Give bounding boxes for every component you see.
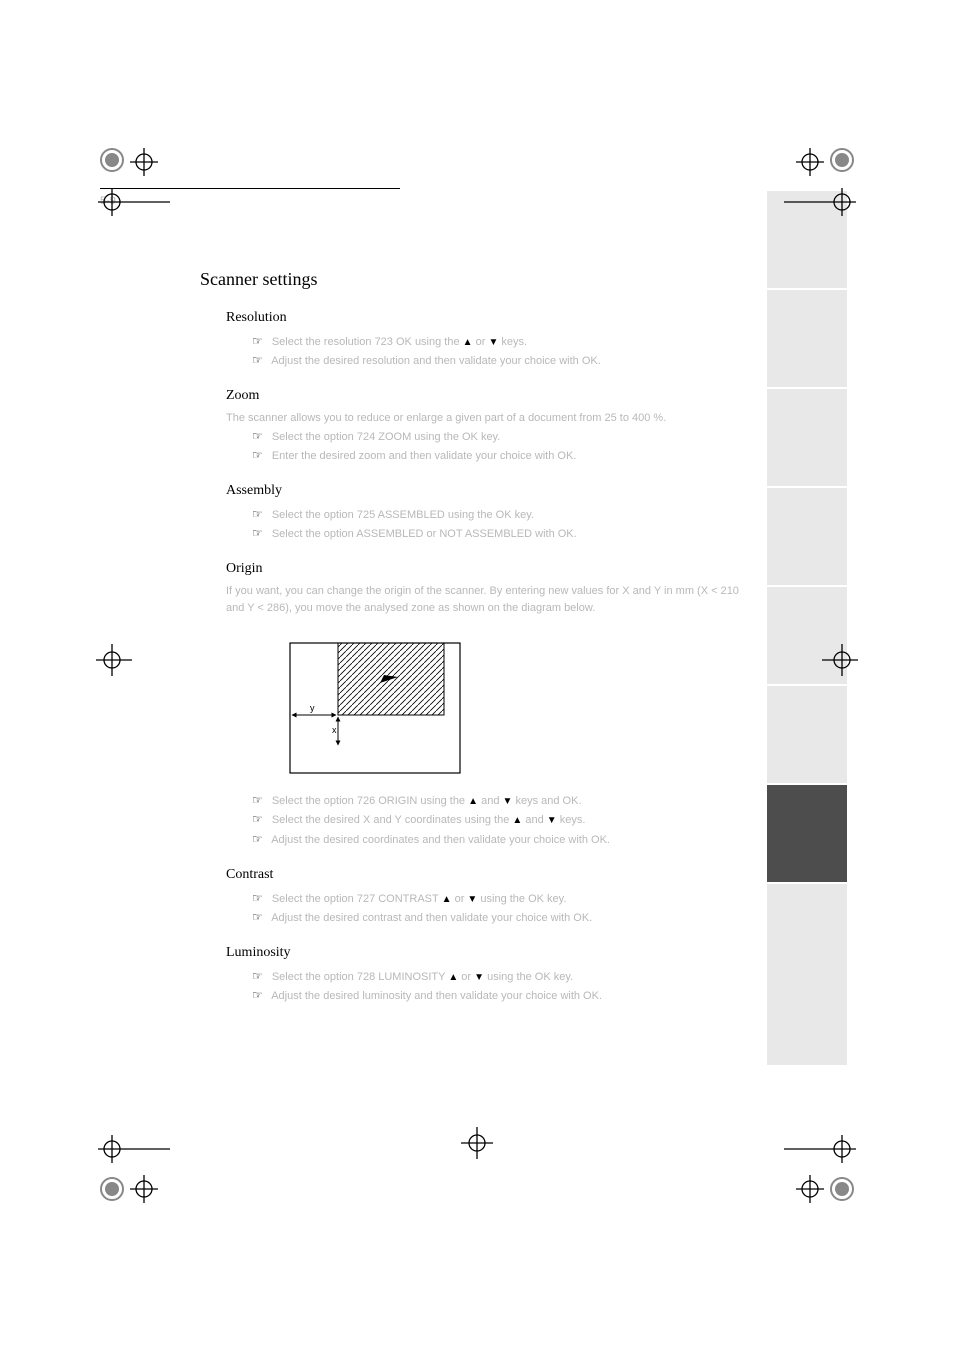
down-arrow-icon: ▼	[467, 894, 477, 905]
registration-mark-icon	[92, 640, 132, 680]
luminosity-step-2: ☞ Adjust the desired luminosity and then…	[252, 986, 760, 1005]
up-arrow-icon: ▲	[512, 815, 522, 826]
assembly-step-2: ☞ Select the option ASSEMBLED or NOT ASS…	[252, 524, 760, 543]
contrast-step-1: ☞ Select the option 727 CONTRAST ▲ or ▼ …	[252, 889, 760, 908]
section-luminosity-title: Luminosity	[226, 945, 760, 961]
registration-mark-icon	[457, 1123, 497, 1163]
section-origin-title: Origin	[226, 561, 760, 577]
page-title: Scanner settings	[200, 269, 760, 290]
side-tab-6	[767, 785, 847, 882]
section-contrast-title: Contrast	[226, 867, 760, 883]
contrast-step-2: ☞ Adjust the desired contrast and then v…	[252, 908, 760, 927]
pointer-icon: ☞	[252, 448, 263, 462]
zoom-intro: The scanner allows you to reduce or enla…	[226, 410, 760, 427]
pointer-icon: ☞	[252, 891, 263, 905]
side-tab-7	[767, 884, 847, 1065]
page-number: 5-9	[100, 195, 760, 207]
section-resolution-title: Resolution	[226, 310, 760, 326]
up-arrow-icon: ▲	[463, 337, 473, 348]
zoom-step-1: ☞ Select the option 724 ZOOM using the O…	[252, 427, 760, 446]
pointer-icon: ☞	[252, 910, 263, 924]
pointer-icon: ☞	[252, 353, 263, 367]
page-body: 5-9 Scanner settings Resolution ☞ Select…	[200, 188, 760, 1005]
registration-mark-icon	[92, 1131, 172, 1211]
side-tab-5	[767, 686, 847, 783]
registration-mark-icon	[92, 140, 172, 220]
down-arrow-icon: ▼	[474, 972, 484, 983]
origin-step-2: ☞ Select the desired X and Y coordinates…	[252, 810, 760, 829]
pointer-icon: ☞	[252, 429, 263, 443]
pointer-icon: ☞	[252, 812, 263, 826]
down-arrow-icon: ▼	[503, 796, 513, 807]
pointer-icon: ☞	[252, 969, 263, 983]
section-zoom-title: Zoom	[226, 388, 760, 404]
origin-step-1: ☞ Select the option 726 ORIGIN using the…	[252, 791, 760, 810]
registration-mark-icon	[782, 1131, 862, 1211]
up-arrow-icon: ▲	[468, 796, 478, 807]
pointer-icon: ☞	[252, 334, 263, 348]
down-arrow-icon: ▼	[547, 815, 557, 826]
side-tab-2	[767, 389, 847, 486]
section-assembly-title: Assembly	[226, 483, 760, 499]
up-arrow-icon: ▲	[442, 894, 452, 905]
down-arrow-icon: ▼	[488, 337, 498, 348]
pointer-icon: ☞	[252, 507, 263, 521]
origin-step-3: ☞ Adjust the desired coordinates and the…	[252, 830, 760, 849]
resolution-step-2: ☞ Adjust the desired resolution and then…	[252, 351, 760, 370]
pointer-icon: ☞	[252, 988, 263, 1002]
side-tab-1	[767, 290, 847, 387]
up-arrow-icon: ▲	[448, 972, 458, 983]
side-tab-strip	[767, 191, 847, 1067]
side-tab-3	[767, 488, 847, 585]
origin-y-label: y	[310, 703, 315, 713]
pointer-icon: ☞	[252, 526, 263, 540]
origin-diagram-svg: y x	[280, 633, 470, 783]
pointer-icon: ☞	[252, 793, 263, 807]
resolution-step-1: ☞ Select the resolution 723 OK using the…	[252, 332, 760, 351]
registration-mark-icon	[822, 640, 862, 680]
origin-intro: If you want, you can change the origin o…	[226, 583, 760, 617]
registration-mark-icon	[782, 140, 862, 220]
origin-x-label: x	[332, 725, 337, 735]
zoom-step-2: ☞ Enter the desired zoom and then valida…	[252, 446, 760, 465]
pointer-icon: ☞	[252, 832, 263, 846]
origin-diagram: y x	[280, 633, 760, 783]
assembly-step-1: ☞ Select the option 725 ASSEMBLED using …	[252, 505, 760, 524]
luminosity-step-1: ☞ Select the option 728 LUMINOSITY ▲ or …	[252, 967, 760, 986]
